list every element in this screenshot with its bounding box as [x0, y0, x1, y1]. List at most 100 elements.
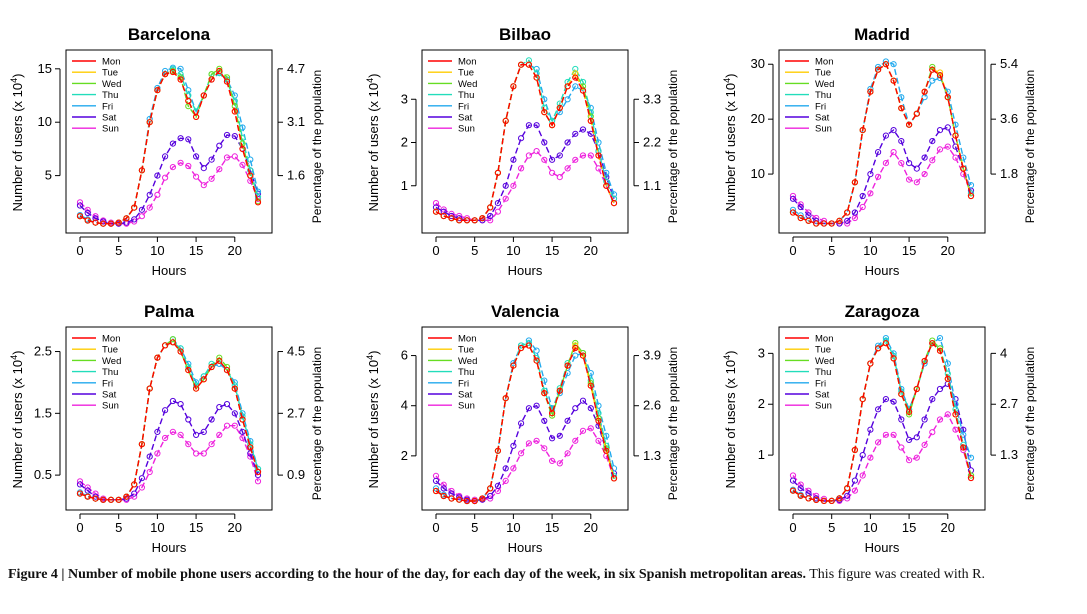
data-point	[463, 217, 471, 224]
data-point	[797, 203, 804, 211]
legend-label: Sat	[458, 390, 473, 401]
data-point	[595, 152, 602, 159]
data-point	[216, 431, 223, 438]
data-point	[162, 434, 169, 442]
data-point	[603, 182, 610, 189]
data-point	[138, 213, 145, 220]
data-point	[208, 76, 215, 83]
y-tick-label: 1	[401, 178, 408, 193]
data-point	[239, 413, 246, 420]
data-point	[960, 444, 967, 451]
series-sun	[789, 143, 975, 227]
data-point	[216, 67, 223, 75]
data-point	[572, 437, 579, 444]
y-tick-label: 1.5	[34, 405, 52, 420]
data-point	[525, 57, 533, 64]
legend-label: Sat	[815, 113, 830, 124]
y2-tick-label: 0.9	[287, 467, 305, 482]
data-point	[936, 146, 944, 153]
data-point	[510, 442, 517, 449]
data-point	[216, 357, 223, 364]
data-point	[169, 68, 176, 76]
caption-text: This figure was created with R.	[806, 567, 985, 582]
caption-label: Figure 4 | Number of mobile phone users …	[8, 567, 806, 582]
data-point	[898, 444, 905, 451]
data-point	[146, 453, 153, 460]
x-tick-label: 15	[902, 243, 916, 258]
series-sun	[76, 422, 262, 503]
data-point	[556, 104, 563, 112]
legend-label: Mon	[458, 334, 476, 345]
data-point	[844, 485, 851, 492]
data-point	[200, 182, 207, 189]
y2-tick-label: 4.5	[287, 344, 305, 359]
legend-label: Mon	[102, 334, 120, 345]
data-point	[906, 176, 913, 183]
y2-axis-label: Percentage of the population	[1023, 70, 1037, 223]
x-tick-label: 20	[584, 520, 598, 535]
y-tick-label: 20	[751, 111, 765, 126]
data-point	[510, 360, 517, 367]
data-point	[960, 165, 967, 172]
data-point	[494, 482, 501, 489]
data-point	[177, 431, 184, 438]
y-axis-label: Number of users (x 104)	[365, 351, 381, 489]
data-point	[254, 199, 262, 206]
data-point	[131, 481, 138, 488]
data-point	[929, 66, 936, 73]
data-point	[146, 468, 153, 476]
data-point	[913, 385, 920, 393]
data-point	[487, 495, 494, 502]
data-point	[549, 156, 556, 163]
data-point	[169, 397, 176, 405]
y-tick-label: 10	[38, 114, 52, 129]
data-point	[789, 487, 797, 494]
data-point	[193, 173, 200, 180]
data-point	[859, 192, 866, 200]
data-point	[572, 65, 579, 73]
x-tick-label: 0	[432, 520, 439, 535]
series-mon	[76, 67, 262, 227]
data-point	[929, 138, 936, 145]
series-line	[79, 134, 259, 225]
y-tick-label: 1	[758, 447, 765, 462]
x-tick-label: 0	[789, 243, 796, 258]
data-point	[456, 494, 463, 501]
data-point	[440, 492, 447, 500]
y2-axis-label: Percentage of the population	[666, 347, 680, 500]
data-point	[131, 493, 138, 500]
data-point	[587, 382, 594, 389]
data-point	[556, 387, 563, 394]
data-point	[216, 404, 223, 411]
data-point	[929, 340, 936, 347]
series-line	[792, 413, 972, 502]
data-point	[76, 202, 84, 209]
data-point	[898, 391, 905, 398]
data-point	[844, 217, 851, 224]
data-point	[921, 171, 928, 178]
legend-label: Sun	[102, 401, 119, 412]
data-point	[471, 497, 478, 505]
data-point	[952, 132, 959, 139]
data-point	[440, 481, 447, 488]
data-point	[549, 457, 556, 464]
data-point	[131, 490, 138, 497]
data-point	[239, 161, 246, 168]
data-point	[533, 355, 540, 362]
x-tick-label: 10	[150, 520, 164, 535]
data-point	[587, 104, 594, 112]
data-point	[898, 105, 905, 112]
data-point	[936, 335, 944, 342]
series-sun	[789, 411, 975, 504]
data-point	[944, 375, 951, 382]
data-point	[579, 87, 587, 94]
data-point	[572, 344, 579, 352]
data-point	[518, 61, 525, 68]
panel-palma: Palma 0 5 10 15 20 Hours 0.5 1.5 2.5 Number of use…	[9, 302, 324, 555]
data-point	[944, 94, 951, 101]
y2-tick-label: 4	[1000, 345, 1007, 360]
data-point	[533, 148, 540, 155]
